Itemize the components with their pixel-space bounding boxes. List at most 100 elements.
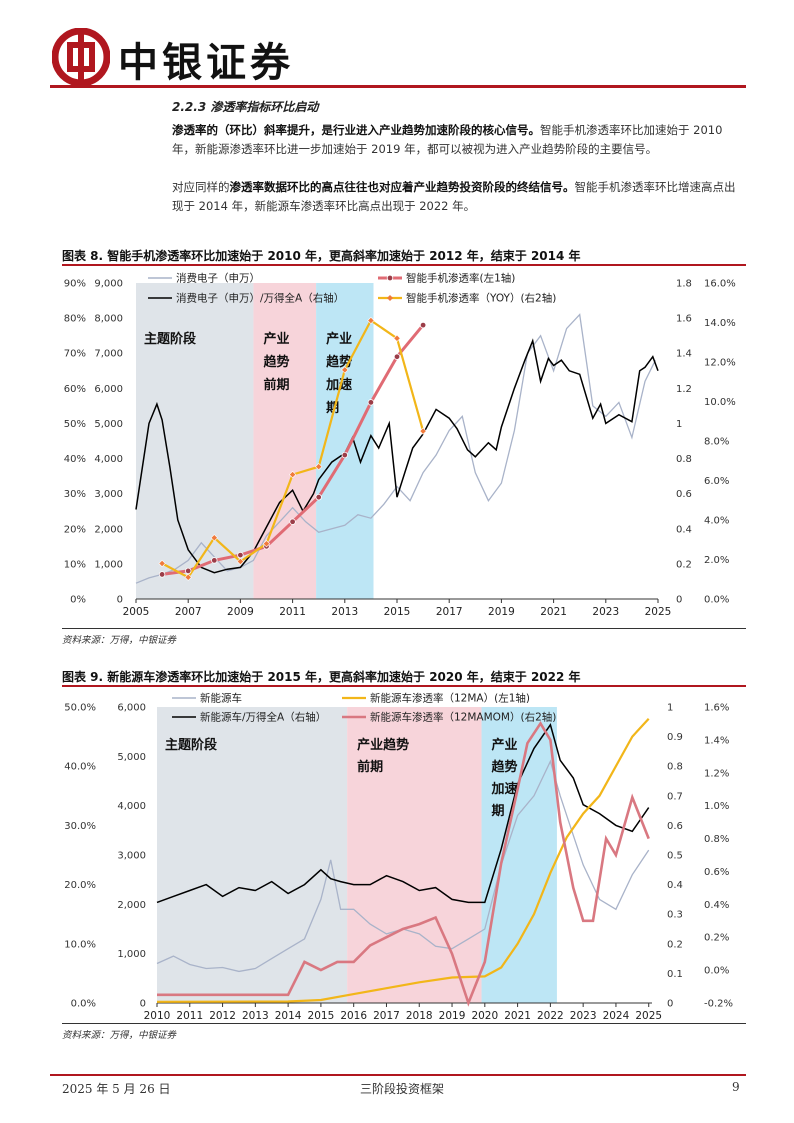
phase-label: 期 <box>492 804 505 819</box>
right1-tick-label: 0.2 <box>676 559 692 570</box>
x-tick-label: 2025 <box>635 1010 662 1022</box>
paragraph-1-emphasis: 渗透率的（环比）斜率提升，是行业进入产业趋势加速阶段的核心信号。 <box>172 123 540 137</box>
right1-tick-label: 1.4 <box>676 349 692 360</box>
penetration-12ma-series-line <box>156 718 650 1003</box>
footer-doc-title: 三阶段投资框架 <box>360 1082 445 1096</box>
phase-label: 主题阶段 <box>144 331 196 347</box>
x-tick-label: 2013 <box>242 1010 269 1022</box>
penetration-point <box>341 451 348 459</box>
footer-date: 2025 年 5 月 26 日 <box>62 1082 171 1096</box>
yoy-point <box>288 470 297 479</box>
left2-tick-label: 3,000 <box>117 851 146 862</box>
left2-tick-label: 8,000 <box>94 314 123 325</box>
penetration-point <box>393 353 401 360</box>
figure-9-title: 图表 9. 新能源车渗透率环比加速始于 2015 年，更高斜率加速始于 2020… <box>62 670 581 684</box>
right1-tick-label: 0.8 <box>667 762 683 773</box>
right2-tick-label: 1.6% <box>704 703 729 714</box>
x-tick-label: 2013 <box>331 606 358 618</box>
right2-tick-label: 0.0% <box>704 966 729 977</box>
right1-tick-label: 0.6 <box>676 489 692 500</box>
left1-tick-label: 0% <box>70 595 86 606</box>
right2-tick-label: 12.0% <box>704 358 736 369</box>
right1-tick-label: 0 <box>667 999 673 1010</box>
right2-tick-label: 16.0% <box>704 279 736 290</box>
figure-9-top-rule <box>62 685 746 687</box>
right2-tick-label: 0.8% <box>704 834 729 845</box>
penetration-point <box>367 399 375 406</box>
phase-band <box>136 283 254 599</box>
right1-tick-label: 1 <box>667 703 673 714</box>
x-tick-label: 2007 <box>175 606 202 618</box>
phase-band <box>347 707 482 1003</box>
figure-8-top-rule <box>62 264 746 266</box>
yoy-point <box>158 559 166 568</box>
paragraph-2-lead: 对应同样的 <box>172 180 230 194</box>
phase-label: 趋势 <box>263 354 289 370</box>
right2-tick-label: 14.0% <box>704 318 736 329</box>
x-tick-label: 2021 <box>504 1010 531 1022</box>
left1-tick-label: 30.0% <box>64 821 96 832</box>
left1-tick-label: 40.0% <box>64 762 96 773</box>
penetration-point <box>289 518 296 525</box>
phase-label: 加速 <box>491 781 518 797</box>
x-tick-label: 2025 <box>645 606 672 618</box>
yoy-point <box>262 540 271 548</box>
penetration-point <box>211 557 218 564</box>
paragraph-2-body: 智能手机渗透率环比增速高点出现于 2014 年，新能源车渗透率环比高点出现于 2… <box>172 180 736 213</box>
figure-9-source: 资料来源：万得，中银证券 <box>62 1030 177 1041</box>
right2-tick-label: 0.4% <box>704 900 729 911</box>
right2-tick-label: 1.0% <box>704 801 729 812</box>
left2-tick-label: 6,000 <box>117 703 146 714</box>
x-tick-label: 2023 <box>570 1010 597 1022</box>
left2-tick-label: 1,000 <box>94 559 123 570</box>
left1-tick-label: 70% <box>64 349 86 360</box>
phase-label: 趋势 <box>326 354 352 370</box>
right1-tick-label: 1.8 <box>676 279 692 290</box>
right1-tick-label: 0.5 <box>667 851 683 862</box>
x-tick-label: 2020 <box>471 1010 498 1022</box>
x-tick-label: 2016 <box>340 1010 367 1022</box>
x-tick-label: 2009 <box>227 606 254 618</box>
right1-tick-label: 0.1 <box>667 969 683 980</box>
legend-label: 消费电子（申万） <box>176 272 260 285</box>
figure-8-source: 资料来源：万得，中银证券 <box>62 635 177 646</box>
paragraph-1: 渗透率的（环比）斜率提升，是行业进入产业趋势加速阶段的核心信号。智能手机渗透率环… <box>172 121 746 159</box>
left1-tick-label: 10.0% <box>64 939 96 950</box>
left1-tick-label: 20% <box>64 524 86 535</box>
right1-tick-label: 0.4 <box>676 524 692 535</box>
right1-tick-label: 0 <box>676 595 682 606</box>
phase-band <box>481 707 557 1003</box>
phase-label: 前期 <box>357 759 383 775</box>
x-tick-label: 2017 <box>373 1010 400 1022</box>
right1-tick-label: 0.2 <box>667 939 683 950</box>
penetration-point <box>158 571 166 578</box>
company-name: 中银证券 <box>118 39 294 86</box>
left1-tick-label: 50.0% <box>64 703 96 714</box>
phase-band <box>253 283 317 599</box>
yoy-point <box>341 366 349 374</box>
right2-tick-label: 6.0% <box>704 476 729 487</box>
x-tick-label: 2012 <box>209 1010 236 1022</box>
left1-tick-label: 10% <box>64 559 86 570</box>
legend-label: 新能源车渗透率（12MA）(左1轴) <box>370 692 530 705</box>
figure-8-chart: 主题阶段 产业趋势前期产业趋势加速期90%80%70%60%50%40%30%20… <box>64 272 736 619</box>
right1-tick-label: 1 <box>676 419 682 430</box>
legend-label: 智能手机渗透率(左1轴) <box>406 272 515 285</box>
x-tick-label: 2022 <box>537 1010 564 1022</box>
right1-tick-label: 0.9 <box>667 732 683 743</box>
relative-series-line <box>135 338 659 574</box>
figure-8-bottom-rule <box>62 628 746 629</box>
legend-label: 新能源车渗透率（12MAMOM）(右2轴) <box>370 711 556 724</box>
left2-tick-label: 6,000 <box>94 384 123 395</box>
x-tick-label: 2014 <box>275 1010 302 1022</box>
penetration-point <box>237 551 244 559</box>
left2-tick-label: 7,000 <box>94 349 123 360</box>
right1-tick-label: 0.7 <box>667 791 683 802</box>
brand-logo <box>51 27 332 87</box>
x-tick-label: 2015 <box>384 606 411 618</box>
left2-tick-label: 3,000 <box>94 489 123 500</box>
right1-tick-label: 0.3 <box>667 910 683 921</box>
right1-tick-label: 1.6 <box>676 314 692 325</box>
yoy-point <box>210 534 218 542</box>
left2-tick-label: 9,000 <box>94 279 123 290</box>
